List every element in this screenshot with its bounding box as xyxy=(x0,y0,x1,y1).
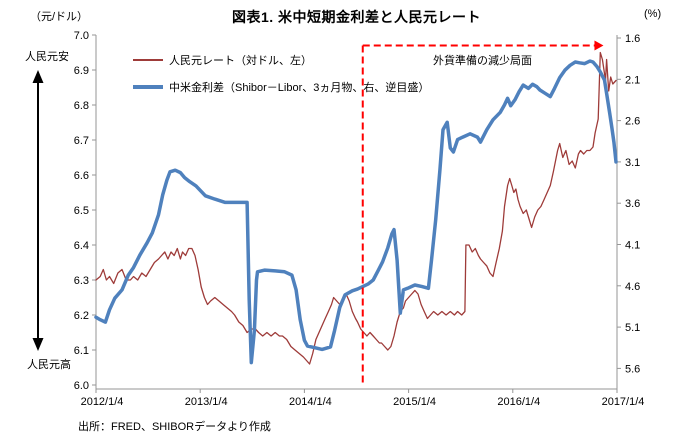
legend: 人民元レート（対ドル、左） 中米金利差（Shibor－Libor、3ヵ月物、右、… xyxy=(133,52,429,95)
right-axis-tick-label: 4.1 xyxy=(625,240,640,252)
right-axis-unit: (%) xyxy=(644,8,662,20)
fx-reserves-annotation: 外貨準備の減少局面 xyxy=(433,55,532,67)
rate-spread-series-line xyxy=(94,59,618,365)
left-axis-tick-label: 6.3 xyxy=(74,275,89,287)
left-axis-tick-label: 7.0 xyxy=(74,30,89,42)
legend-label-rate-spread: 中米金利差（Shibor－Libor、3ヵ月物、右、逆目盛） xyxy=(169,82,430,94)
arrow-down-icon xyxy=(32,338,44,351)
rmb-strong-label: 人民元高 xyxy=(27,359,71,371)
right-axis-tick-label: 1.6 xyxy=(625,33,640,45)
left-axis-tick-label: 6.1 xyxy=(74,345,89,357)
right-axis-tick-label: 2.6 xyxy=(625,116,640,128)
fx-reserves-arrowhead-icon xyxy=(594,40,604,51)
left-axis-tick-label: 6.7 xyxy=(74,135,89,147)
legend-item-rate-spread: 中米金利差（Shibor－Libor、3ヵ月物、右、逆目盛） xyxy=(133,79,429,95)
right-axis-tick-label: 3.6 xyxy=(625,198,640,210)
rmb-rate-line-swatch xyxy=(133,59,163,61)
right-axis-tick-label: 5.1 xyxy=(625,322,640,334)
rmb-rate-series-line xyxy=(95,51,617,365)
source-note: 出所：FRED、SHIBORデータより作成 xyxy=(78,421,271,433)
arrow-up-icon xyxy=(32,70,44,83)
left-axis-tick-label: 6.2 xyxy=(74,310,89,322)
rmb-weak-label: 人民元安 xyxy=(25,51,69,63)
x-axis-tick-label: 2013/1/4 xyxy=(185,396,228,408)
left-axis-tick-label: 6.8 xyxy=(74,100,89,112)
left-axis-tick-label: 6.5 xyxy=(74,205,89,217)
left-axis-tick-label: 6.4 xyxy=(74,240,89,252)
left-axis-unit: （元/ドル） xyxy=(30,11,89,23)
left-axis-tick-label: 6.6 xyxy=(74,170,89,182)
right-axis-tick-label: 4.6 xyxy=(625,281,640,293)
legend-label-rmb-rate: 人民元レート（対ドル、左） xyxy=(169,55,312,67)
x-axis-tick-label: 2016/1/4 xyxy=(497,396,540,408)
x-axis-tick-label: 2017/1/4 xyxy=(602,396,645,408)
x-axis-tick-label: 2014/1/4 xyxy=(289,396,332,408)
rate-spread-line-swatch xyxy=(133,85,163,89)
right-axis-tick-label: 3.1 xyxy=(625,157,640,169)
x-axis-tick-label: 2012/1/4 xyxy=(81,396,124,408)
right-axis-tick-label: 5.6 xyxy=(625,363,640,375)
legend-item-rmb-rate: 人民元レート（対ドル、左） xyxy=(133,52,429,68)
left-axis-tick-label: 6.0 xyxy=(74,380,89,392)
x-axis-tick-label: 2015/1/4 xyxy=(393,396,436,408)
left-axis-tick-label: 6.9 xyxy=(74,65,89,77)
chart-title: 図表1. 米中短期金利差と人民元レート xyxy=(231,9,482,25)
right-axis-tick-label: 2.1 xyxy=(625,74,640,86)
